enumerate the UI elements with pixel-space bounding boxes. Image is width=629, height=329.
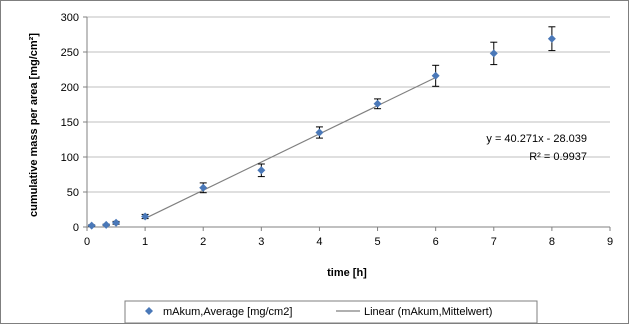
- data-point: [102, 220, 111, 229]
- y-tick-label: 150: [61, 117, 79, 129]
- x-tick-label: 6: [433, 236, 439, 248]
- data-point: [489, 49, 498, 58]
- y-tick-label: 200: [61, 82, 79, 94]
- data-point: [112, 218, 121, 227]
- data-point: [199, 183, 208, 192]
- gridlines: [87, 16, 610, 193]
- legend-box: [124, 300, 538, 324]
- data-point: [431, 71, 440, 80]
- trendline-layer: [144, 76, 436, 219]
- legend: mAkum,Average [mg/cm2] Linear (mAkum,Mit…: [124, 300, 538, 324]
- legend-marker-diamond: [145, 307, 153, 315]
- y-tick-label: 0: [73, 222, 79, 234]
- legend-label-average: mAkum,Average [mg/cm2]: [163, 306, 292, 318]
- y-tick-label: 250: [61, 47, 79, 59]
- legend-label-linear: Linear (mAkum,Mittelwert): [364, 306, 492, 318]
- x-tick-label: 9: [607, 236, 613, 248]
- data-point: [315, 128, 324, 137]
- y-tick-label: 50: [67, 187, 79, 199]
- x-tick-label: 5: [374, 236, 380, 248]
- x-tick-label: 1: [142, 236, 148, 248]
- x-tick-label: 0: [84, 236, 90, 248]
- x-tick-label: 4: [316, 236, 322, 248]
- y-tick-label: 100: [61, 152, 79, 164]
- x-tick-label: 2: [200, 236, 206, 248]
- x-axis-title: time [h]: [327, 267, 367, 279]
- data-point: [141, 212, 150, 221]
- y-axis-title: cumulative mass per area [mg/cm²]: [28, 33, 40, 217]
- x-tick-label: 7: [491, 236, 497, 248]
- data-point: [373, 99, 382, 108]
- tick-labels: 0 50 100 150 200 250 300 0 1 2 3 4 5 6 7 8 9: [61, 12, 613, 248]
- x-tick-label: 3: [258, 236, 264, 248]
- r-squared-label: R² = 0.9937: [529, 151, 587, 163]
- data-points: [87, 34, 556, 230]
- data-point: [547, 34, 556, 43]
- data-point: [87, 221, 96, 230]
- axes: [83, 16, 611, 231]
- linear-trendline: [144, 76, 436, 219]
- x-tick-label: 8: [549, 236, 555, 248]
- trendline-equation: y = 40.271x - 28.039: [486, 133, 587, 145]
- data-point: [257, 166, 266, 175]
- y-tick-label: 300: [61, 12, 79, 24]
